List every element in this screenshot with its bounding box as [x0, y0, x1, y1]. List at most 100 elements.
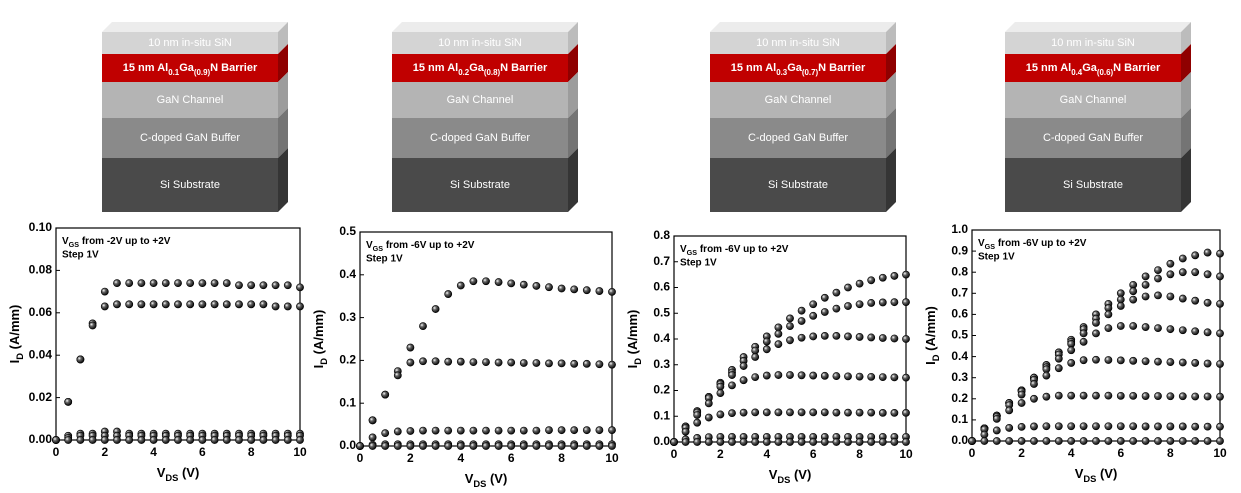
- x-axis-title: VDS (V): [769, 467, 812, 485]
- layer-label: Si Substrate: [160, 179, 220, 191]
- data-point: [716, 382, 725, 391]
- data-point: [456, 442, 465, 450]
- y-axis-title-part: D: [15, 353, 25, 360]
- layer-side: [568, 22, 578, 54]
- data-point: [1216, 299, 1224, 308]
- barrier-label: 15 nm Al0.4Ga(0.6)N Barrier: [1026, 62, 1161, 77]
- data-point: [1178, 422, 1187, 431]
- layer-side: [1181, 148, 1191, 212]
- data-point: [844, 302, 852, 310]
- data-point: [1030, 437, 1038, 445]
- data-point: [519, 442, 528, 450]
- data-point: [739, 408, 748, 417]
- data-point: [381, 390, 390, 399]
- data-point: [1203, 298, 1212, 307]
- layer: [1005, 118, 1181, 158]
- data-point: [444, 442, 453, 450]
- data-point: [1104, 310, 1113, 319]
- data-point: [693, 438, 702, 446]
- data-point: [1216, 392, 1224, 401]
- stack-top: [102, 22, 288, 32]
- annotation-part: from -6V up to +2V: [383, 240, 475, 251]
- data-point: [210, 279, 219, 288]
- data-point: [1030, 422, 1038, 431]
- data-point: [393, 371, 402, 380]
- data-point: [88, 321, 97, 330]
- x-tick-label: 10: [1213, 446, 1227, 460]
- data-point: [832, 438, 841, 446]
- layer: [392, 32, 568, 54]
- data-point: [444, 426, 453, 435]
- data-point: [186, 279, 195, 288]
- data-point: [247, 300, 256, 309]
- x-tick-label: 2: [407, 451, 414, 465]
- data-point: [1005, 437, 1014, 445]
- x-tick-label: 6: [508, 451, 515, 465]
- data-point: [786, 336, 794, 345]
- y-tick-label: 0.3: [653, 357, 670, 371]
- y-tick-label: 0.0: [339, 438, 356, 452]
- x-axis-title-part: DS: [1083, 474, 1096, 484]
- layer-label: GaN Channel: [765, 94, 832, 106]
- y-tick-label: 0.4: [339, 267, 356, 281]
- data-point: [595, 442, 604, 450]
- y-tick-label: 0.1: [653, 408, 670, 422]
- data-point: [1017, 437, 1026, 445]
- data-point: [902, 298, 910, 307]
- layer-side: [1181, 22, 1191, 54]
- data-point: [890, 298, 899, 307]
- data-point: [704, 438, 713, 446]
- layer-label: C-doped GaN Buffer: [430, 132, 530, 144]
- annotation: VGS from -6V up to +2V: [978, 238, 1087, 252]
- layer-side: [568, 72, 578, 118]
- data-point: [844, 408, 852, 417]
- layer-label: C-doped GaN Buffer: [140, 132, 240, 144]
- layer: [392, 158, 568, 212]
- data-point: [469, 442, 478, 450]
- data-point: [1141, 272, 1150, 281]
- data-point: [582, 426, 591, 435]
- data-point: [716, 410, 725, 419]
- data-point: [419, 442, 427, 450]
- barrier-label-part: (0.8): [484, 68, 501, 77]
- layer: [392, 118, 568, 158]
- data-point: [1203, 248, 1212, 257]
- data-point: [570, 442, 579, 450]
- barrier-label-part: Ga: [469, 62, 485, 74]
- y-tick-label: 0.1: [339, 395, 356, 409]
- data-point: [797, 408, 806, 417]
- data-point: [1129, 287, 1138, 296]
- layer-label: GaN Channel: [1060, 94, 1127, 106]
- x-tick-label: 4: [763, 447, 770, 461]
- barrier-label-part: N Barrier: [210, 62, 258, 74]
- data-point: [774, 438, 783, 446]
- data-point: [1067, 422, 1076, 431]
- data-point: [296, 436, 304, 444]
- data-point: [809, 408, 818, 417]
- data-point: [786, 314, 794, 323]
- data-point: [1178, 392, 1187, 401]
- data-point: [271, 281, 280, 290]
- data-point: [670, 438, 678, 446]
- data-point: [855, 372, 864, 381]
- data-point: [751, 408, 760, 417]
- data-point: [1054, 437, 1063, 445]
- data-point: [532, 359, 541, 367]
- y-tick-label: 0.6: [951, 307, 968, 321]
- data-point: [1191, 296, 1200, 305]
- data-point: [774, 371, 783, 379]
- data-point: [161, 279, 170, 288]
- layer-side: [568, 148, 578, 212]
- y-axis-title-part: (A/mm): [311, 310, 326, 358]
- data-point: [1141, 437, 1150, 445]
- data-point: [1092, 329, 1100, 338]
- data-point: [890, 438, 899, 446]
- layer: [710, 158, 886, 212]
- data-point: [1079, 337, 1088, 346]
- data-point: [1203, 359, 1212, 368]
- x-axis-title-part: DS: [777, 475, 790, 485]
- data-point: [259, 300, 268, 309]
- layer: [1005, 82, 1181, 118]
- stack-top: [710, 22, 896, 32]
- y-axis-title-part: D: [931, 354, 941, 361]
